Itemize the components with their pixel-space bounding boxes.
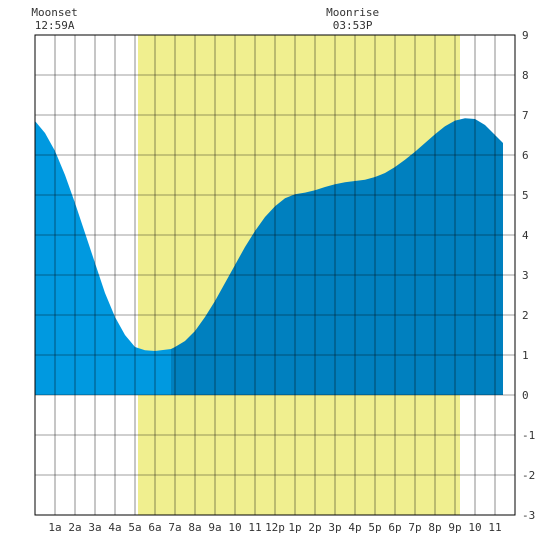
x-tick-label: 3p (328, 521, 341, 534)
x-tick-label: 12p (265, 521, 285, 534)
x-tick-label: 1p (288, 521, 301, 534)
x-tick-label: 5p (368, 521, 381, 534)
y-tick-label: 3 (522, 269, 529, 282)
x-tick-label: 3a (88, 521, 101, 534)
annotation-label: Moonset (31, 6, 77, 19)
annotation-label: Moonrise (326, 6, 379, 19)
grid-layer (35, 35, 515, 515)
x-tick-label: 6a (148, 521, 161, 534)
x-tick-label: 9a (208, 521, 221, 534)
y-tick-label: -1 (522, 429, 535, 442)
x-tick-label: 11 (488, 521, 501, 534)
plot-border (34, 34, 516, 516)
x-tick-label: 8p (428, 521, 441, 534)
y-tick-label: 8 (522, 69, 529, 82)
y-tick-label: 4 (522, 229, 529, 242)
y-tick-label: 1 (522, 349, 529, 362)
y-tick-label: 7 (522, 109, 529, 122)
x-tick-label: 7p (408, 521, 421, 534)
annotation-time: 03:53P (333, 19, 373, 32)
x-tick-label: 2a (68, 521, 81, 534)
y-tick-label: 9 (522, 29, 529, 42)
x-tick-label: 10 (468, 521, 481, 534)
tide-area-after-low (171, 118, 503, 395)
y-tick-label: 5 (522, 189, 529, 202)
y-tick-label: 2 (522, 309, 529, 322)
tide-area-layer (35, 118, 503, 395)
x-tick-label: 5a (128, 521, 141, 534)
x-tick-label: 1a (48, 521, 61, 534)
y-tick-label: 0 (522, 389, 529, 402)
annotation-time: 12:59A (35, 19, 75, 32)
y-tick-label: 6 (522, 149, 529, 162)
y-tick-label: -2 (522, 469, 535, 482)
y-tick-labels: 9 8 7 6 5 4 3 2 1 0 -1 -2 -3 (522, 29, 535, 522)
x-tick-label: 7a (168, 521, 181, 534)
x-tick-label: 9p (448, 521, 461, 534)
x-tick-label: 2p (308, 521, 321, 534)
y-tick-label: -3 (522, 509, 535, 522)
x-tick-label: 11 (248, 521, 261, 534)
x-tick-label: 4a (108, 521, 121, 534)
x-tick-labels: 1a 2a 3a 4a 5a 6a 7a 8a 9a 10 11 12p 1p 2p 3p 4p 5p 6p 7p 8… (48, 521, 501, 534)
x-tick-label: 8a (188, 521, 201, 534)
x-tick-label: 10 (228, 521, 241, 534)
x-tick-label: 6p (388, 521, 401, 534)
x-tick-label: 4p (348, 521, 361, 534)
tide-area-before-low (35, 121, 171, 395)
